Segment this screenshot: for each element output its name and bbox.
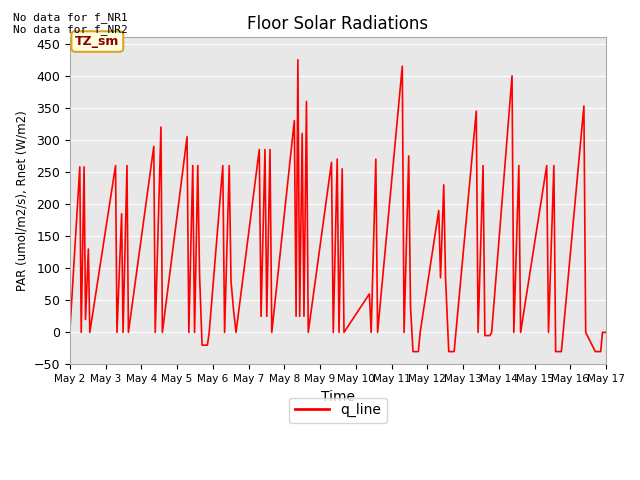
Text: No data for f_NR2: No data for f_NR2 <box>13 24 127 35</box>
Text: TZ_sm: TZ_sm <box>75 35 120 48</box>
Legend: q_line: q_line <box>289 397 387 423</box>
Text: No data for f_NR1: No data for f_NR1 <box>13 12 127 23</box>
X-axis label: Time: Time <box>321 390 355 404</box>
Title: Floor Solar Radiations: Floor Solar Radiations <box>247 15 429 33</box>
Y-axis label: PAR (umol/m2/s), Rnet (W/m2): PAR (umol/m2/s), Rnet (W/m2) <box>15 110 28 291</box>
